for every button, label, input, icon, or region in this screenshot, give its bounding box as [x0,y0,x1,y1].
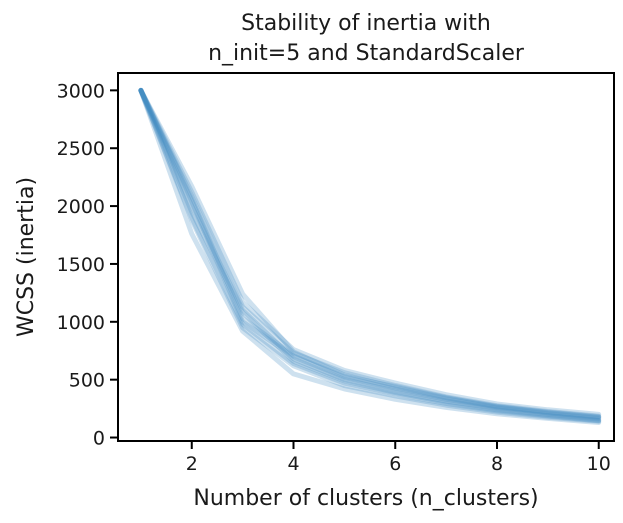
x-tick-label: 8 [491,453,503,475]
y-axis-label: WCSS (inertia) [14,177,39,337]
series-line-4 [138,87,602,423]
series-line-6 [138,87,602,425]
y-tick-label: 2500 [57,138,105,160]
series-line-5 [138,87,602,424]
y-tick-label: 2000 [57,196,105,218]
series-line-10 [138,87,602,424]
x-tick-label: 4 [287,453,299,475]
y-axis: 0 500 1000 1500 2000 2500 3000 [57,80,118,450]
x-axis-label: Number of clusters (n_clusters) [193,486,538,511]
chart-title-line-1: Stability of inertia with [241,11,491,36]
series-line-8 [138,87,602,422]
series-line-7 [138,87,602,420]
y-tick-label: 0 [93,428,105,450]
series-layer [138,87,602,425]
x-axis: 2 4 6 8 10 [186,441,611,475]
series-line-3 [138,87,602,421]
y-tick-label: 1500 [57,254,105,276]
series-line-1 [138,87,602,417]
x-tick-label: 2 [186,453,198,475]
series-line-2 [138,87,602,419]
plot-frame [117,72,615,442]
chart-title-line-2: n_init=5 and StandardScaler [208,41,525,66]
series-line-9 [138,87,602,420]
y-tick-label: 1000 [57,312,105,334]
y-tick-label: 3000 [57,80,105,102]
x-tick-label: 6 [389,453,401,475]
x-tick-label: 10 [587,453,611,475]
y-tick-label: 500 [69,370,105,392]
